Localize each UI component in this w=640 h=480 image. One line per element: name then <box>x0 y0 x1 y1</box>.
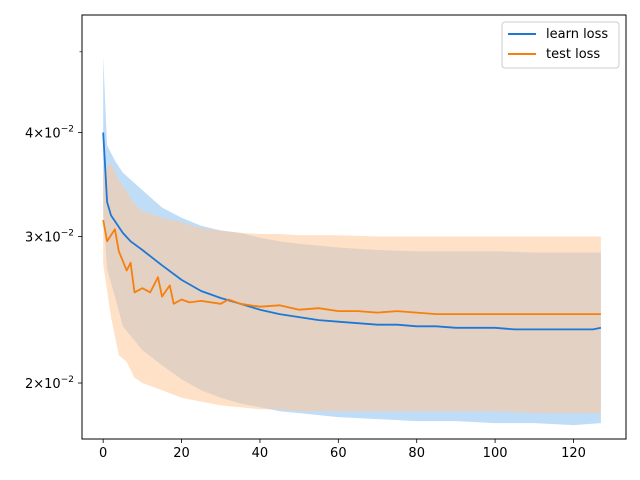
x-tick-label: 60 <box>330 446 347 461</box>
legend: learn loss test loss <box>501 21 620 69</box>
series-lines <box>102 132 602 331</box>
legend-label-test-loss: test loss <box>546 47 600 62</box>
x-tick-label: 0 <box>99 446 107 461</box>
legend-label-learn-loss: learn loss <box>546 27 608 42</box>
y-tick-label: 3×10−2 <box>25 228 74 245</box>
x-tick-label: 120 <box>561 446 586 461</box>
plot-frame <box>81 14 627 440</box>
x-tick-label: 20 <box>173 446 190 461</box>
test-loss-band <box>103 162 601 414</box>
x-axis: 0 20 40 60 80 100 120 <box>99 439 586 461</box>
test-loss-line <box>102 219 601 315</box>
x-tick-label: 100 <box>483 446 508 461</box>
y-tick-label: 4×10−2 <box>25 124 74 141</box>
x-tick-label: 80 <box>408 446 425 461</box>
x-tick-label: 40 <box>252 446 269 461</box>
confidence-bands <box>103 56 601 426</box>
y-tick-label: 2×10−2 <box>25 375 74 392</box>
learn-loss-line <box>102 132 602 331</box>
y-axis: 2×10−2 3×10−2 4×10−2 <box>25 51 82 392</box>
